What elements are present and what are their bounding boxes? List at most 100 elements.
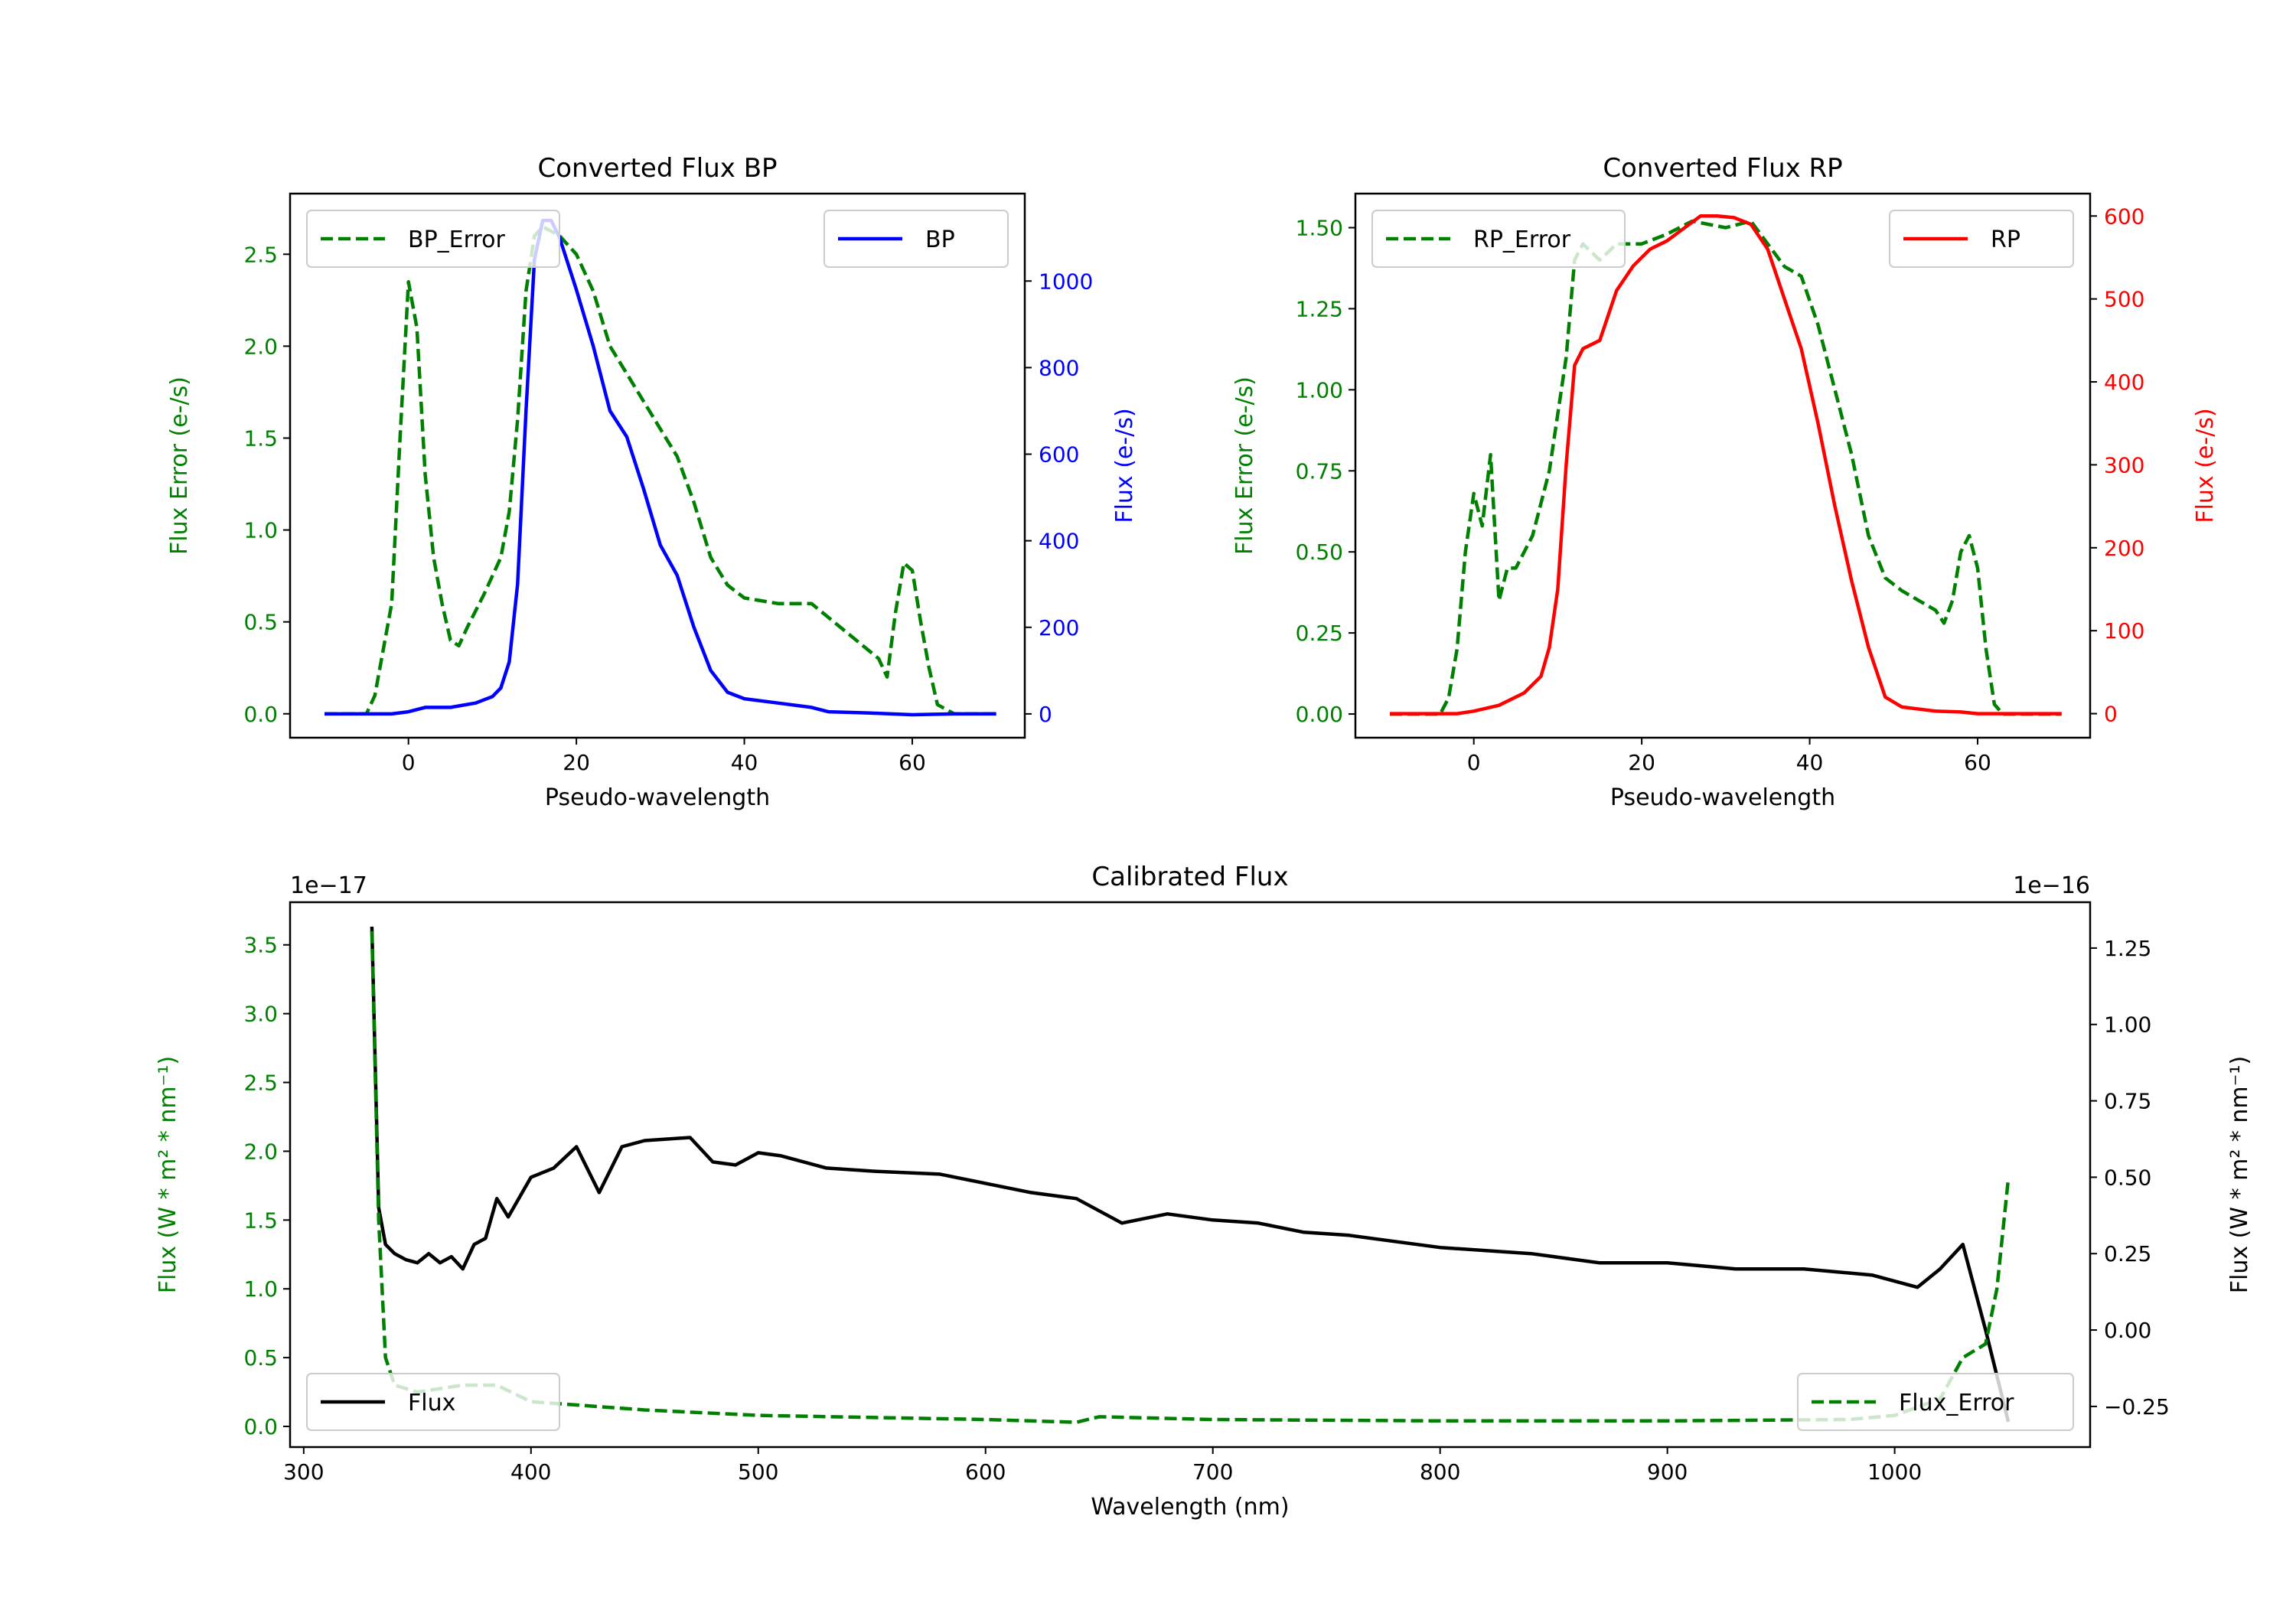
y-right-tick-label: 600 [2104,204,2144,229]
x-tick-label: 300 [283,1459,324,1485]
legend-box [306,1373,560,1431]
y-right-tick-label: 0.75 [2104,1089,2151,1114]
y-tick-label: 3.0 [243,1002,278,1027]
series-line-flux-error [370,931,2011,1424]
y-tick-label: 0.25 [1296,621,1343,646]
y-right-tick-label: 600 [1039,442,1079,468]
x-tick-label: 1000 [1867,1459,1922,1485]
y-tick-label: 3.5 [243,933,278,958]
y-axis-label: Flux Error (e-/s) [1231,376,1258,555]
y-right-tick-label: 100 [2104,618,2144,644]
y-tick-label: 1.0 [243,518,278,543]
x-tick-label: 20 [1628,750,1655,775]
legend-rp: RP [1889,210,2074,268]
legend-label: Flux_Error [1899,1390,2014,1416]
x-axis-label: Pseudo-wavelength [1610,784,1835,811]
series-line-bp-error [325,224,996,716]
y-right-offset-label: 1e−16 [2013,872,2090,899]
y-right-tick-label: 0.25 [2104,1241,2151,1266]
x-tick-label: 500 [738,1459,778,1485]
y-right-tick-label: 0.50 [2104,1165,2151,1190]
y-right-tick-label: 200 [1039,615,1079,641]
x-tick-label: 60 [1964,750,1991,775]
y-right-tick-label: 0 [2104,702,2118,727]
y-tick-label: 1.5 [243,1208,278,1233]
y-tick-label: 1.00 [1296,377,1343,403]
calibrated-panel: Calibrated Flux 300 400 500 600 700 800 900 1000… [155,862,2253,1521]
y-tick-label: 1.5 [243,425,278,451]
legend-label: BP_Error [408,227,505,253]
y-tick-label: 2.0 [243,334,278,359]
y-right-tick-label: 800 [1039,355,1079,380]
y-tick-label: 2.5 [243,1071,278,1096]
y-right-tick-label: 0.00 [2104,1318,2151,1343]
legend-box [1797,1373,2074,1431]
legend-label: BP [925,227,955,253]
y-tick-label: 0.75 [1296,458,1343,484]
y-right-tick-label: 300 [2104,452,2144,478]
y-tick-label: 1.25 [1296,296,1343,321]
y-tick-label: 0.5 [243,610,278,635]
y-tick-label: 2.0 [243,1139,278,1164]
legend-box [823,210,1009,268]
x-tick-label: 900 [1647,1459,1688,1485]
x-tick-label: 60 [899,750,926,775]
x-tick-label: 0 [402,750,416,775]
rp-panel: Converted Flux RP 0 20 40 60 Pseudo-wavelengt… [1231,153,2219,811]
y-right-axis-label: Flux (W * m² * nm⁻¹) [2226,1056,2253,1293]
x-tick-label: 40 [1796,750,1824,775]
chart-title: Converted Flux RP [1603,153,1842,184]
chart-title: Calibrated Flux [1091,862,1288,892]
bp-panel: Converted Flux BP 0 20 40 60 Pseudo-wavelengt… [166,153,1138,811]
y-tick-label: 2.5 [243,242,278,267]
legend-flux: Flux [306,1373,560,1431]
y-offset-label: 1e−17 [290,872,367,899]
x-axis-label: Wavelength (nm) [1091,1494,1289,1521]
x-tick-label: 800 [1420,1459,1460,1485]
y-tick-label: 1.50 [1296,215,1343,240]
plot-frame [289,901,2092,1449]
legend-box [1889,210,2074,268]
legend-bp-error: BP_Error [306,210,560,268]
y-right-tick-label: 1000 [1039,269,1093,294]
y-right-tick-label: 0 [1039,702,1052,727]
y-tick-label: 0.0 [243,1414,278,1439]
y-tick-label: 0.5 [243,1345,278,1371]
x-tick-label: 0 [1467,750,1481,775]
series-line-flux [370,926,2011,1423]
legend-box [306,210,560,268]
y-axis-label: Flux Error (e-/s) [166,376,193,555]
y-right-axis-label: Flux (e-/s) [2192,408,2219,523]
chart-title: Converted Flux BP [537,153,777,184]
y-tick-label: 0.50 [1296,539,1343,565]
x-tick-label: 600 [965,1459,1006,1485]
y-axis-label: Flux (W * m² * nm⁻¹) [155,1056,181,1293]
y-tick-label: 1.0 [243,1276,278,1302]
y-tick-label: 0.0 [243,702,278,727]
y-right-tick-label: 400 [2104,370,2144,395]
legend-label: RP_Error [1473,227,1571,253]
plot-frame [289,192,1026,739]
x-tick-label: 400 [510,1459,551,1485]
series-line-bp [325,218,996,717]
x-tick-label: 20 [563,750,590,775]
series-line-rp-error [1390,219,2062,716]
y-right-tick-label: 500 [2104,287,2144,312]
y-right-tick-label: 400 [1039,529,1079,554]
y-tick-label: 0.00 [1296,702,1343,727]
legend-label: Flux [408,1390,455,1416]
y-right-tick-label: 200 [2104,536,2144,561]
y-right-axis-label: Flux (e-/s) [1111,408,1138,523]
legend-box [1371,210,1626,268]
x-tick-label: 40 [731,750,758,775]
y-right-tick-label: 1.00 [2104,1012,2151,1038]
legend-bp: BP [823,210,1009,268]
plot-frame [1354,192,2092,739]
legend-flux-error: Flux_Error [1797,1373,2074,1431]
x-axis-label: Pseudo-wavelength [545,784,770,811]
series-line-rp [1390,214,2062,715]
legend-rp-error: RP_Error [1371,210,1626,268]
y-right-tick-label: −0.25 [2104,1394,2170,1420]
y-right-tick-label: 1.25 [2104,936,2151,961]
